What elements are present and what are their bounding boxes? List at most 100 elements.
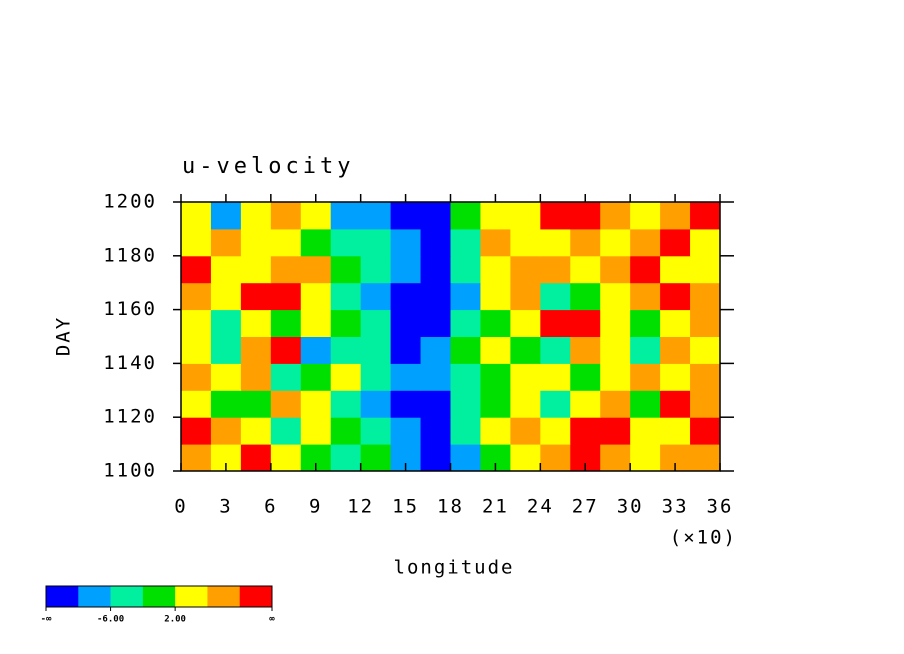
field-cell (570, 417, 601, 445)
field-cell (510, 309, 541, 337)
field-cell (360, 336, 392, 364)
field-cell (420, 390, 451, 418)
field-cell (630, 228, 661, 257)
field-cell (450, 282, 481, 311)
field-cell (330, 390, 362, 418)
field-cell (660, 228, 691, 257)
field-cell (570, 228, 601, 257)
y-tick-label: 1160 (103, 298, 157, 320)
field-cell (630, 309, 661, 337)
field-cell (240, 417, 272, 445)
field-cell (540, 417, 571, 445)
field-cell (181, 282, 212, 311)
field-cell (210, 309, 242, 337)
x-multiplier: (×10) (670, 527, 737, 549)
field-cell (570, 202, 601, 230)
x-tick-label: 24 (527, 496, 554, 518)
field-cell (660, 255, 691, 284)
field-cell (270, 228, 302, 257)
field-cell (330, 336, 362, 364)
field-cell (270, 282, 302, 311)
field-cell (600, 417, 631, 445)
field-cell (210, 417, 242, 445)
field-cell (630, 363, 661, 391)
x-tick-label: 27 (572, 496, 599, 518)
field-cell (181, 363, 212, 391)
colorbar-swatch (46, 586, 79, 607)
field-cell (360, 363, 392, 391)
field-cell (181, 444, 212, 472)
field-cell (210, 336, 242, 364)
field-cell (330, 202, 362, 230)
colorbar-label: ∞ (269, 615, 275, 625)
field-cell (300, 282, 332, 311)
y-tick-label: 1180 (103, 244, 157, 266)
field-cell (210, 202, 242, 230)
field-cell (480, 336, 511, 364)
field-cell (570, 363, 601, 391)
field-cell (480, 363, 511, 391)
field-cell (181, 202, 212, 230)
field-cell (690, 336, 721, 364)
field-cell (510, 228, 541, 257)
field-cell (420, 228, 451, 257)
field-cell (181, 417, 212, 445)
field-cell (450, 444, 481, 472)
field-cell (450, 417, 481, 445)
x-tick-label: 3 (219, 496, 232, 518)
field-cell (630, 336, 661, 364)
field-cell (690, 417, 721, 445)
field-cell (570, 309, 601, 337)
field-cell (510, 255, 541, 284)
field-cell (510, 390, 541, 418)
field-cell (630, 255, 661, 284)
field-cell (240, 255, 272, 284)
field-cell (420, 255, 451, 284)
x-tick-label: 12 (347, 496, 374, 518)
x-axis-label: longitude (394, 557, 515, 579)
field-cell (450, 228, 481, 257)
field-cell (690, 390, 721, 418)
field-cell (450, 255, 481, 284)
field-cell (300, 363, 332, 391)
field-cell (660, 282, 691, 311)
field-cell (300, 417, 332, 445)
field-cell (240, 363, 272, 391)
field-cell (330, 228, 362, 257)
field-cell (540, 202, 571, 230)
field-cell (690, 309, 721, 337)
field-cell (270, 309, 302, 337)
field-cell (480, 255, 511, 284)
field-cell (420, 309, 451, 337)
field-cell (210, 255, 242, 284)
field-cell (390, 390, 422, 418)
field-cell (390, 228, 422, 257)
field-cell (240, 202, 272, 230)
field-cell (600, 309, 631, 337)
field-cell (420, 363, 451, 391)
field-cell (480, 282, 511, 311)
field-cell (450, 202, 481, 230)
colorbar-frame (45, 585, 273, 608)
field-cell (480, 202, 511, 230)
colorbar-label: -6.00 (97, 615, 124, 625)
field-cell (600, 363, 631, 391)
chart-title: u-velocity (182, 154, 354, 179)
field-cell (600, 444, 631, 472)
field-cell (510, 282, 541, 311)
field-cell (540, 309, 571, 337)
y-tick-label: 1140 (103, 352, 157, 374)
field-cell (690, 202, 721, 230)
field-cell (540, 390, 571, 418)
field-cell (450, 363, 481, 391)
x-tick-label: 30 (617, 496, 644, 518)
y-tick-label: 1100 (103, 460, 157, 482)
field-cell (360, 282, 392, 311)
field-cell (540, 363, 571, 391)
field-cell (600, 202, 631, 230)
field-cell (480, 417, 511, 445)
field-cell (300, 309, 332, 337)
field-cell (270, 202, 302, 230)
field-cell (630, 390, 661, 418)
field-cell (660, 202, 691, 230)
